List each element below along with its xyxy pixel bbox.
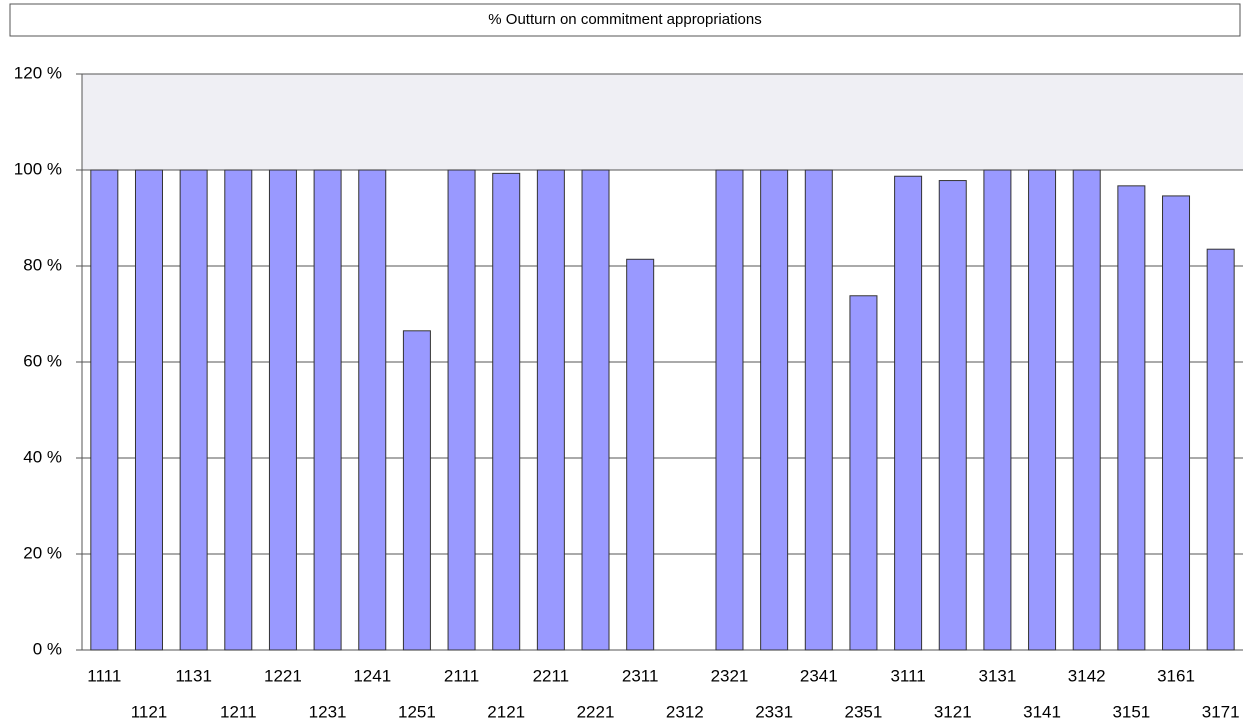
- bar: [581, 169, 610, 651]
- bar: [1028, 169, 1057, 651]
- x-tick-label: 3142: [1068, 666, 1106, 685]
- x-tick-label: 1221: [264, 666, 302, 685]
- title-box: [9, 3, 1241, 37]
- bar: [938, 180, 967, 651]
- y-tick-label: 120 %: [14, 63, 62, 82]
- bar: [134, 169, 163, 651]
- x-tick-label: 3161: [1157, 666, 1195, 685]
- bar: [894, 175, 923, 651]
- bar: [536, 169, 565, 651]
- bar: [804, 169, 833, 651]
- x-tick-label: 1241: [353, 666, 391, 685]
- x-tick-label: 3171: [1202, 702, 1240, 721]
- bar: [849, 295, 878, 651]
- bar: [90, 169, 119, 651]
- y-tick-label: 40 %: [23, 447, 62, 466]
- plot-band: [82, 74, 1243, 170]
- x-tick-label: 2341: [800, 666, 838, 685]
- x-tick-label: 2221: [577, 702, 615, 721]
- bar: [983, 169, 1012, 651]
- x-tick-label: 2121: [487, 702, 525, 721]
- bar: [1072, 169, 1101, 651]
- bar: [313, 169, 342, 651]
- x-tick-label: 2321: [711, 666, 749, 685]
- x-tick-label: 1111: [87, 666, 121, 685]
- x-tick-label: 1131: [175, 666, 212, 685]
- x-tick-label: 2312: [666, 702, 704, 721]
- bar: [224, 169, 253, 651]
- y-tick-label: 60 %: [23, 351, 62, 370]
- bar: [760, 169, 789, 651]
- y-tick-label: 0 %: [33, 639, 62, 658]
- x-tick-label: 1121: [131, 702, 168, 721]
- y-tick-label: 100 %: [14, 159, 62, 178]
- bar: [626, 258, 655, 651]
- x-tick-label: 2311: [622, 666, 659, 685]
- bar: [179, 169, 208, 651]
- x-tick-label: 3151: [1112, 702, 1150, 721]
- x-tick-label: 2111: [444, 666, 479, 685]
- bar: [1206, 248, 1235, 651]
- x-tick-label: 2331: [755, 702, 793, 721]
- bar: [447, 169, 476, 651]
- x-tick-label: 2211: [533, 666, 570, 685]
- x-tick-label: 3131: [978, 666, 1016, 685]
- bar: [268, 169, 297, 651]
- bar: [1117, 185, 1146, 651]
- x-tick-label: 3141: [1023, 702, 1061, 721]
- bar: [492, 172, 521, 651]
- x-tick-label: 1251: [398, 702, 436, 721]
- bar: [402, 330, 431, 651]
- x-tick-label: 1211: [220, 702, 257, 721]
- bar: [1162, 195, 1191, 651]
- bar: [358, 169, 387, 651]
- x-tick-label: 3121: [934, 702, 972, 721]
- chart-title: % Outturn on commitment appropriations: [488, 11, 761, 28]
- x-tick-label: 1231: [309, 702, 347, 721]
- bar: [715, 169, 744, 651]
- x-tick-label: 3111: [890, 666, 925, 685]
- y-tick-label: 80 %: [23, 255, 62, 274]
- x-tick-label: 2351: [845, 702, 883, 721]
- y-tick-label: 20 %: [23, 543, 62, 562]
